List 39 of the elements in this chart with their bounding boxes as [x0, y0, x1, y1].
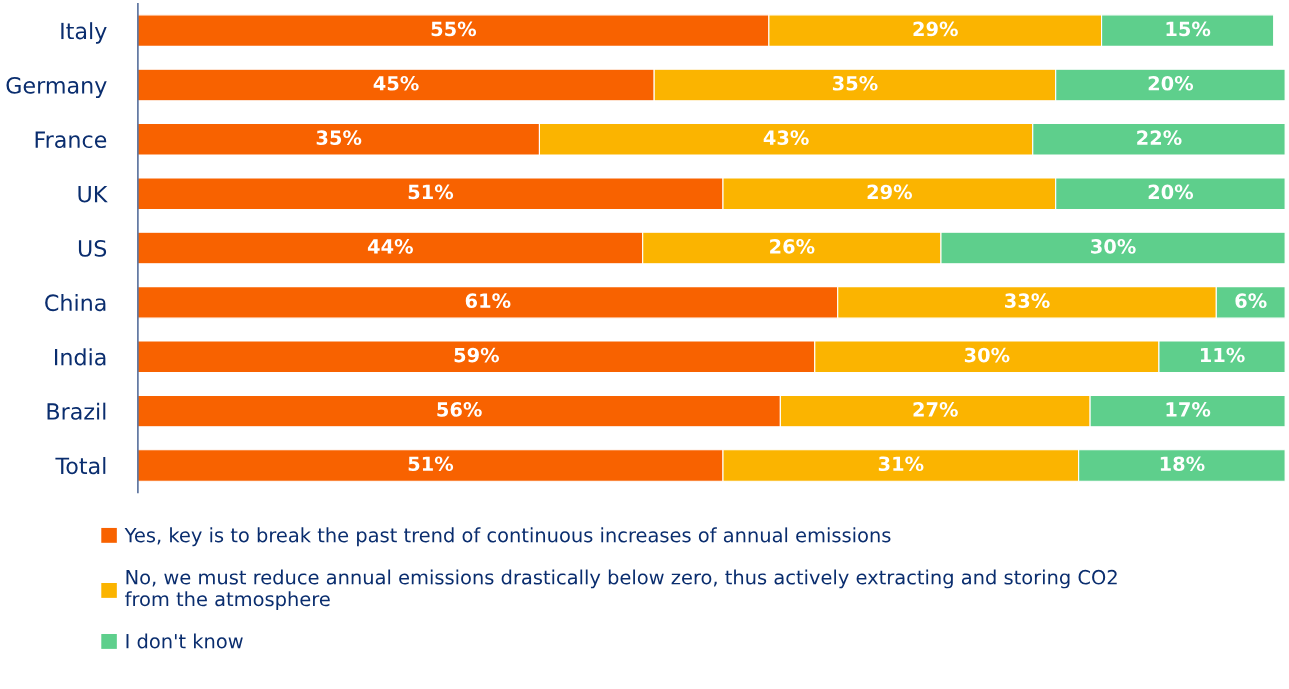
data-label: 61% [465, 293, 511, 309]
data-label: 30% [964, 347, 1010, 363]
data-label: 27% [913, 402, 958, 417]
legend-label: Yes, key is to break the past trend of continuous increases of annual emissions [124, 527, 891, 547]
data-label: 55% [431, 21, 477, 37]
data-label: 17% [1166, 402, 1211, 417]
y-tick-label: Italy [61, 22, 107, 44]
data-label: 35% [316, 130, 362, 145]
data-label: 18% [1160, 456, 1205, 472]
legend-label: No, we must reduce annual emissions drastically below zero, thus actively extracting and storing CO2 from the atmosphere [125, 569, 1117, 611]
data-label: 11% [1200, 347, 1245, 363]
y-tick-label: UK [78, 185, 108, 203]
y-tick-label: China [45, 293, 106, 312]
data-label: 20% [1148, 75, 1194, 91]
data-label: 15% [1166, 21, 1211, 37]
y-tick-label: Germany [6, 76, 107, 99]
data-label: 31% [878, 456, 924, 472]
data-label: 22% [1137, 130, 1182, 145]
legend-label: I don't know [126, 633, 243, 649]
y-tick-label: India [55, 348, 106, 366]
data-label: 33% [1005, 293, 1050, 309]
data-label: 59% [454, 347, 499, 363]
y-tick-label: US [78, 239, 107, 257]
y-tick-label: Total [55, 457, 106, 475]
data-label: 35% [832, 75, 878, 91]
data-label: 43% [763, 130, 809, 145]
data-label: 29% [867, 184, 912, 200]
y-tick-label: France [35, 131, 107, 149]
data-label: 51% [408, 456, 454, 472]
data-label: 26% [770, 238, 815, 254]
data-label: 29% [913, 21, 958, 37]
data-label: 6% [1235, 293, 1267, 309]
data-label: 56% [437, 402, 482, 417]
data-label: 45% [373, 75, 419, 91]
data-label: 30% [1091, 238, 1136, 254]
data-label: 51% [408, 184, 454, 200]
data-label: 20% [1148, 184, 1194, 200]
data-label: 44% [367, 238, 413, 254]
y-tick-label: Brazil [47, 402, 106, 420]
